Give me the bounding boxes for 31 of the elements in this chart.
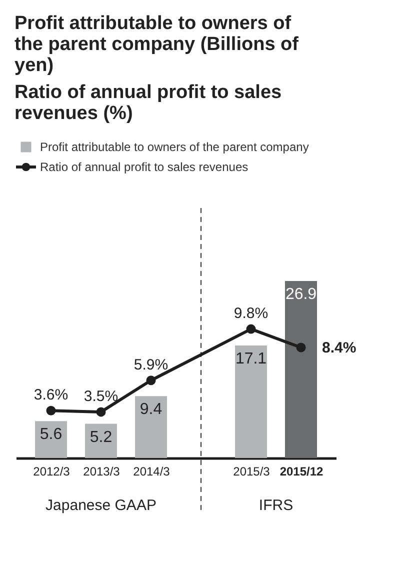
data-label: 3.6% (34, 386, 68, 404)
x-tick-label: 2013/3 (83, 464, 120, 478)
bar (285, 281, 317, 458)
point (246, 324, 256, 334)
point (146, 376, 156, 386)
point (96, 407, 106, 417)
text: Japanese GAAP (46, 497, 156, 514)
bar (85, 424, 117, 458)
text: IFRS (258, 497, 294, 514)
data-label: 8.4% (322, 339, 356, 356)
bar (135, 396, 167, 458)
data-label: 26.9 (285, 286, 317, 304)
x-tick-label: 2015/12 (280, 464, 324, 478)
point (296, 342, 306, 352)
x-tick-label: 2015/3 (233, 464, 270, 478)
legend-label: Profit attributable to owners of the parent company (40, 140, 309, 154)
data-label: 5.9% (134, 356, 168, 374)
bar (35, 421, 67, 458)
x-tick-label: 2012/3 (33, 464, 70, 478)
data-label: 5.2 (90, 428, 112, 446)
bar (235, 346, 267, 458)
data-label: 9.4 (140, 401, 162, 418)
chart-title: Profit attributable to owners of the parent company (Billions of yen) (14, 13, 300, 76)
data-label: 9.8% (234, 305, 268, 322)
x-tick-label: 2014/3 (133, 464, 170, 478)
legend-label: Ratio of annual profit to sales revenues (40, 160, 248, 174)
data-label: 3.5% (84, 388, 118, 405)
point (46, 406, 56, 416)
chart-subtitle: Ratio of annual profit to sales revenues (%) (14, 82, 282, 124)
data-label: 17.1 (235, 350, 267, 368)
data-label: 5.6 (40, 426, 62, 444)
